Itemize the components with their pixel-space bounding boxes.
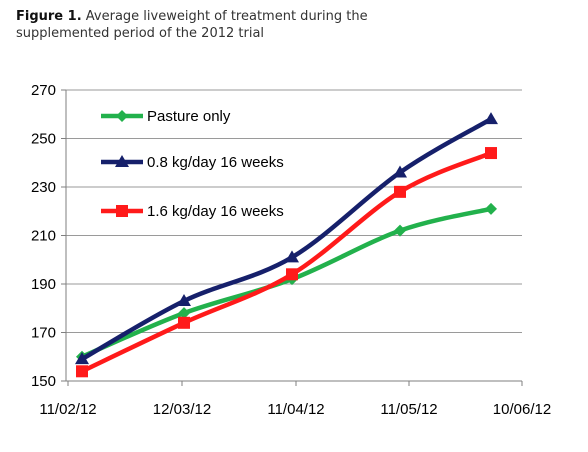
- x-tick-label-4: 10/06/12: [493, 401, 551, 418]
- data-point-s2-3: [394, 185, 406, 198]
- y-tick-label-270: 270: [31, 82, 56, 99]
- y-tick-label-150: 150: [31, 373, 56, 390]
- data-point-s1-2: [285, 250, 299, 263]
- legend-marker-1: [115, 155, 129, 167]
- x-tick-label-3: 11/05/12: [380, 401, 437, 418]
- legend-label-2: 1.6 kg/day 16 weeks: [147, 203, 284, 220]
- data-point-s1-3: [393, 165, 407, 178]
- y-tick-label-170: 170: [31, 325, 56, 342]
- data-point-s0-3: [394, 224, 406, 237]
- legend-marker-0: [116, 110, 128, 122]
- figure-caption: Figure 1. Average liveweight of treatmen…: [16, 8, 456, 42]
- legend-label-1: 0.8 kg/day 16 weeks: [147, 154, 284, 171]
- legend-label-0: Pasture only: [147, 108, 231, 125]
- data-point-s2-4: [485, 147, 497, 160]
- series-line-0: [81, 206, 492, 359]
- data-point-s2-1: [178, 316, 190, 329]
- legend-marker-2: [116, 205, 128, 217]
- figure-label: Figure 1.: [16, 9, 82, 24]
- data-point-s2-0: [76, 365, 88, 378]
- x-tick-label-2: 11/04/12: [267, 401, 324, 418]
- data-point-s0-1: [178, 307, 190, 320]
- caption-text: Average liveweight of treatment during t…: [16, 9, 368, 41]
- data-point-s1-4: [484, 112, 498, 125]
- y-tick-label-250: 250: [31, 131, 56, 148]
- y-tick-label-210: 210: [31, 228, 56, 245]
- x-tick-label-1: 12/03/12: [153, 401, 211, 418]
- x-tick-label-0: 11/02/12: [39, 401, 96, 418]
- series-line-1: [80, 117, 493, 362]
- data-point-s2-2: [286, 268, 298, 281]
- y-tick-label-230: 230: [31, 179, 56, 196]
- y-tick-label-190: 190: [31, 276, 56, 293]
- data-point-s1-0: [75, 352, 89, 365]
- data-point-s1-1: [177, 293, 191, 306]
- data-point-s0-4: [485, 202, 497, 215]
